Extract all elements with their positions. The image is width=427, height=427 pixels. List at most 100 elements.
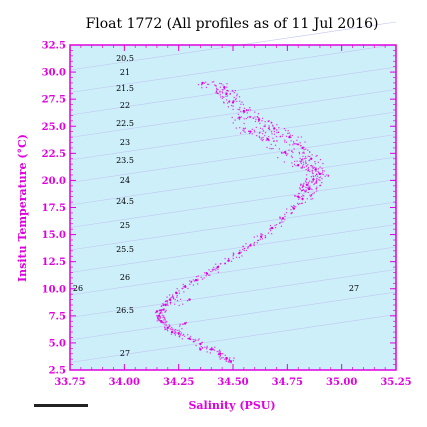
data-point xyxy=(317,161,320,164)
data-point xyxy=(280,221,282,224)
data-point xyxy=(319,176,322,178)
data-point xyxy=(309,151,311,153)
data-point xyxy=(181,323,184,325)
data-point xyxy=(242,112,245,114)
data-point xyxy=(282,152,285,154)
data-point xyxy=(223,358,226,360)
density-contour-label: 22.5 xyxy=(116,119,134,128)
data-point xyxy=(240,110,242,113)
data-point xyxy=(226,95,229,97)
data-point xyxy=(288,149,290,151)
data-point xyxy=(315,188,318,190)
data-point xyxy=(164,328,166,331)
data-point xyxy=(238,108,241,111)
data-point xyxy=(179,330,181,333)
data-point xyxy=(278,148,281,150)
data-point xyxy=(224,88,226,90)
data-point xyxy=(239,132,242,134)
data-point xyxy=(285,154,288,157)
data-point xyxy=(309,170,311,173)
data-point xyxy=(301,195,303,198)
data-point xyxy=(247,116,249,119)
data-point xyxy=(305,183,309,186)
data-point xyxy=(275,223,278,226)
data-point xyxy=(318,172,320,174)
data-point xyxy=(162,315,165,317)
data-point xyxy=(303,190,306,192)
data-point xyxy=(197,339,199,341)
data-point xyxy=(269,147,271,150)
data-point xyxy=(236,95,238,97)
data-point xyxy=(240,103,242,105)
data-point xyxy=(302,163,305,165)
data-point xyxy=(237,113,240,115)
data-point xyxy=(201,83,203,85)
data-point xyxy=(226,357,229,359)
data-point xyxy=(264,236,267,238)
data-point xyxy=(259,131,261,133)
data-point xyxy=(309,194,311,197)
x-tick-label: 33.75 xyxy=(54,377,85,388)
data-point xyxy=(295,206,297,208)
data-point xyxy=(166,328,168,331)
data-point xyxy=(305,181,307,183)
data-point xyxy=(307,185,310,187)
data-point xyxy=(232,90,234,92)
y-tick-label: 12.5 xyxy=(42,257,66,268)
data-point xyxy=(188,298,191,301)
data-point xyxy=(164,317,166,319)
data-point xyxy=(190,335,192,338)
data-point xyxy=(249,106,251,109)
data-point xyxy=(264,125,266,128)
data-point xyxy=(156,320,158,322)
data-point xyxy=(179,334,181,337)
data-point xyxy=(219,82,221,85)
data-point xyxy=(304,201,307,203)
data-point xyxy=(321,181,323,184)
data-point xyxy=(287,132,289,135)
data-point xyxy=(219,94,221,96)
data-point xyxy=(271,133,273,135)
data-point xyxy=(281,152,283,154)
chart-title: Float 1772 (All profiles as of 11 Jul 20… xyxy=(86,16,379,32)
data-point xyxy=(297,136,299,138)
density-contour-label: 25.5 xyxy=(116,245,134,254)
data-point xyxy=(179,298,182,301)
data-point xyxy=(215,84,217,87)
density-contour-line xyxy=(69,246,397,296)
data-point xyxy=(290,155,293,157)
data-point xyxy=(253,243,255,245)
data-point xyxy=(175,291,177,293)
data-point xyxy=(161,312,163,314)
data-point xyxy=(211,81,214,83)
data-point xyxy=(236,93,238,95)
data-point xyxy=(305,189,307,191)
data-point xyxy=(316,175,319,177)
data-point xyxy=(290,209,292,211)
data-point xyxy=(244,127,247,129)
data-point xyxy=(266,146,268,149)
data-point xyxy=(219,351,221,353)
data-point xyxy=(310,164,313,167)
data-point xyxy=(298,195,300,198)
data-point xyxy=(174,298,176,301)
data-point xyxy=(179,323,181,326)
y-axis-label: Insitu Temperature (°C) xyxy=(16,134,29,282)
data-point xyxy=(272,137,274,140)
density-contour-line xyxy=(69,156,397,206)
data-point xyxy=(270,131,273,133)
data-point xyxy=(278,127,280,129)
data-point xyxy=(178,292,181,294)
data-point xyxy=(222,356,224,359)
data-point xyxy=(311,172,314,174)
data-point xyxy=(259,235,262,238)
data-point xyxy=(316,190,318,192)
data-point xyxy=(157,318,160,321)
data-point xyxy=(160,321,162,324)
data-point xyxy=(299,202,301,205)
data-point xyxy=(306,187,309,189)
data-point xyxy=(298,198,300,200)
data-point xyxy=(304,191,306,193)
data-point xyxy=(199,348,202,351)
data-point xyxy=(206,351,208,353)
